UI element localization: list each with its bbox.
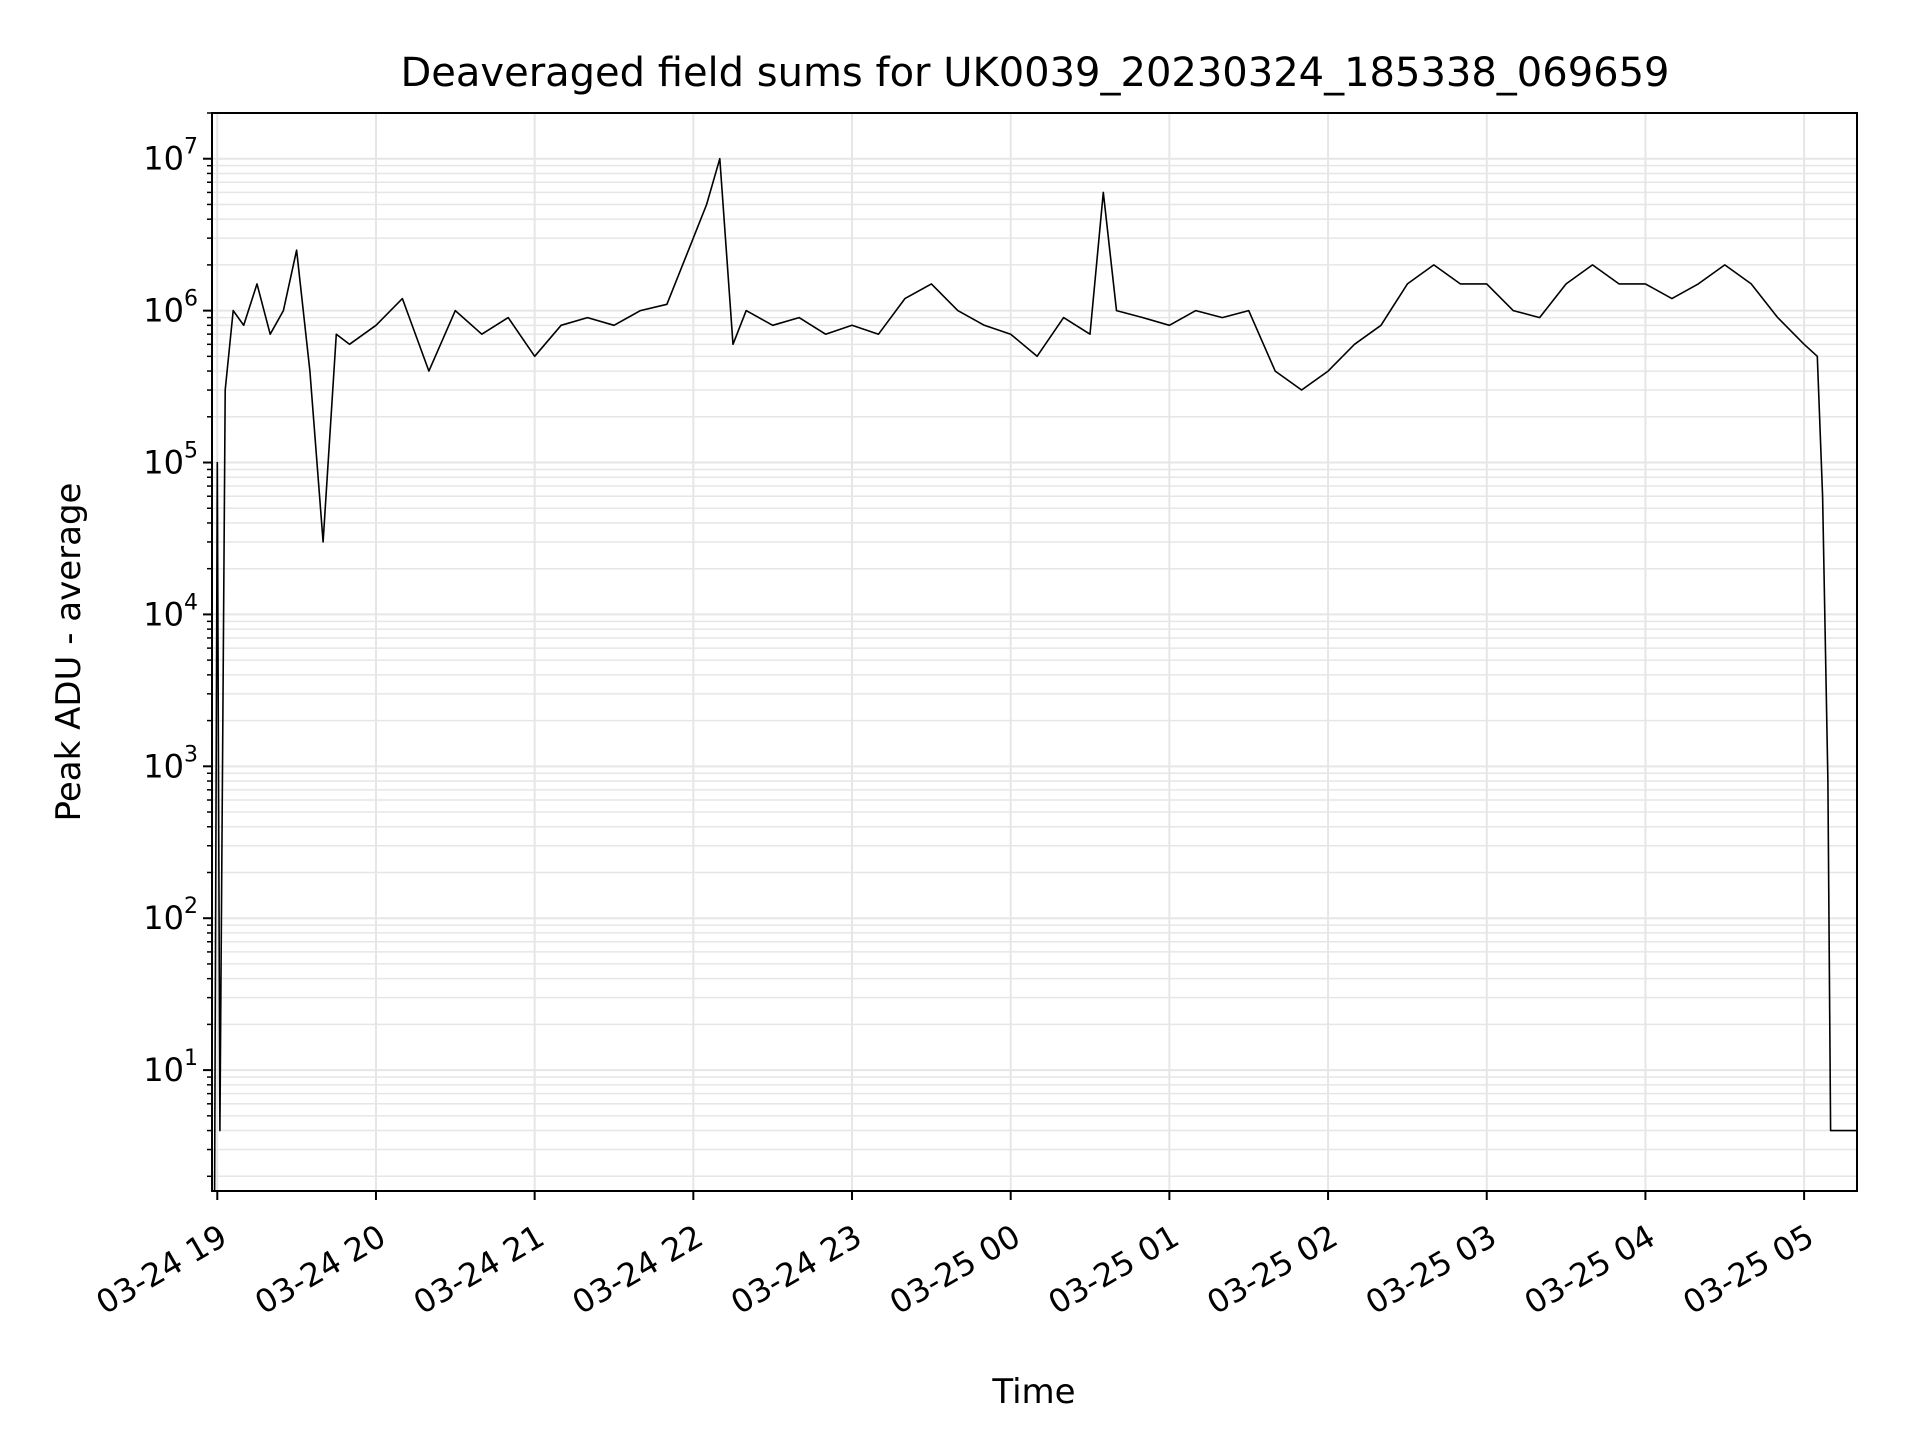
y-tick-label: 104 — [143, 590, 198, 633]
grid — [212, 112, 1857, 1191]
series-line — [213, 157, 1857, 1192]
y-tick-label: 102 — [143, 894, 198, 937]
series-polyline — [213, 157, 1857, 1192]
x-axis-label: Time — [991, 1372, 1075, 1412]
y-tick-label: 107 — [143, 135, 198, 178]
y-tick-label: 106 — [143, 287, 198, 330]
plot-frame — [211, 112, 1858, 1192]
y-axis-label: Peak ADU - average — [49, 483, 89, 822]
chart-title: Deaveraged field sums for UK0039_2023032… — [400, 50, 1669, 96]
y-tick-label: 103 — [143, 742, 198, 785]
y-tick-label: 105 — [143, 439, 198, 482]
y-axis: 101 102 103 104 105 106 107 — [143, 112, 212, 1178]
y-tick-label: 101 — [143, 1046, 198, 1089]
